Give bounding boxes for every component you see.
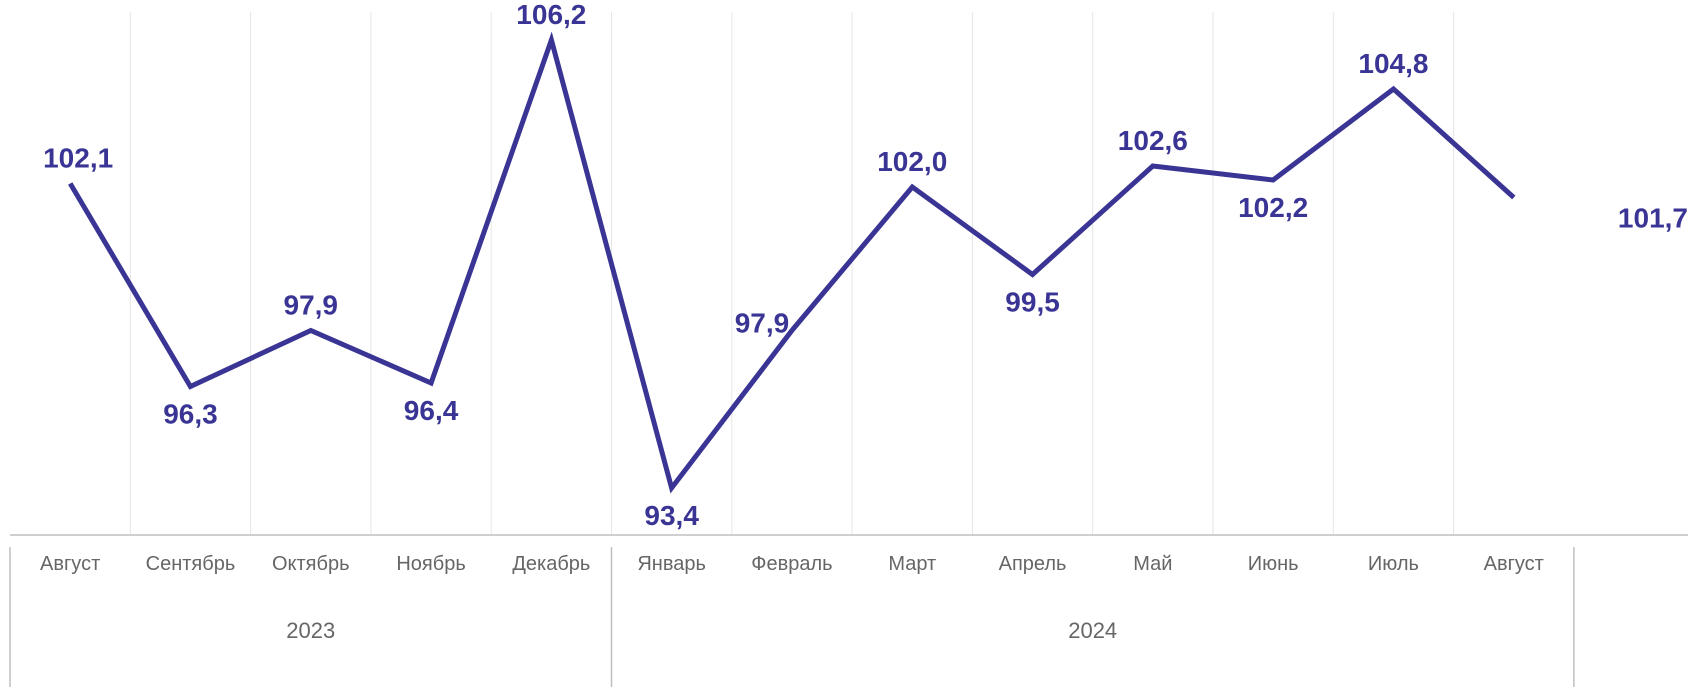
x-tick-labels: Август Сентябрь Октябрь Ноябрь Декабрь Январь…: [40, 553, 1544, 575]
value-label: 102,2: [1238, 192, 1308, 223]
x-tick-label: Февраль: [751, 553, 832, 575]
value-label: 106,2: [516, 0, 586, 30]
x-tick-label: Август: [1484, 553, 1544, 575]
x-tick-label: Декабрь: [512, 553, 590, 575]
value-label: 96,3: [163, 399, 218, 430]
value-label: 99,5: [1005, 287, 1060, 318]
value-label: 101,7: [1618, 203, 1688, 234]
value-label: 104,8: [1358, 48, 1428, 79]
value-label: 97,9: [284, 290, 339, 321]
x-tick-label: Июнь: [1248, 553, 1299, 575]
x-tick-label: Март: [888, 553, 936, 575]
value-label: 96,4: [404, 395, 459, 426]
value-label: 102,0: [877, 146, 947, 177]
x-tick-label: Май: [1133, 553, 1172, 575]
year-group-labels: 2023 2024: [286, 618, 1117, 643]
x-tick-label: Ноябрь: [396, 553, 465, 575]
x-axis: [9, 534, 1688, 687]
value-label: 93,4: [644, 500, 699, 531]
year-label: 2023: [286, 618, 335, 643]
x-tick-label: Сентябрь: [146, 553, 236, 575]
year-label: 2024: [1068, 618, 1117, 643]
value-label: 102,6: [1118, 125, 1188, 156]
value-label: 102,1: [43, 143, 113, 174]
grid-lines: [129, 12, 1455, 535]
x-tick-label: Июль: [1368, 553, 1419, 575]
x-tick-label: Апрель: [999, 553, 1067, 575]
x-tick-label: Октябрь: [272, 553, 350, 575]
x-tick-label: Январь: [637, 553, 706, 575]
series-line: [68, 31, 1516, 494]
value-labels: 102,1 96,3 97,9 96,4 106,2 93,4 97,9 102,0 99,5 1…: [43, 0, 1688, 531]
x-tick-label: Август: [40, 553, 100, 575]
value-label: 97,9: [735, 308, 790, 339]
series-line-group: [68, 31, 1516, 494]
